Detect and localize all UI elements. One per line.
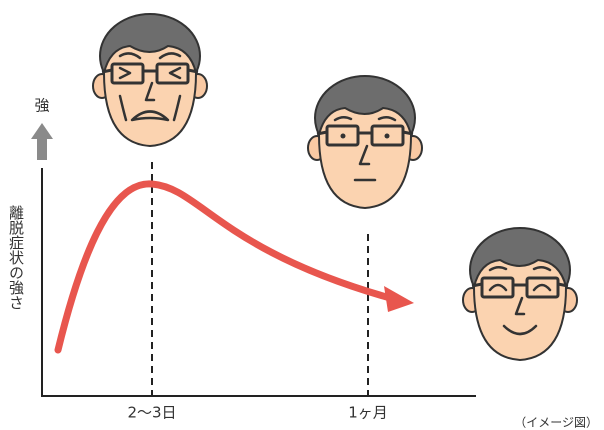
up-arrow	[31, 123, 53, 160]
x-label: 2〜3日	[127, 404, 176, 422]
x-label: 1ヶ月	[348, 404, 388, 422]
trend-curve	[54, 180, 394, 354]
face-happy	[461, 226, 579, 362]
face-distressed	[91, 12, 209, 148]
face-neutral	[306, 74, 424, 210]
note: （イメージ図）	[514, 416, 598, 430]
y-top-label: 強	[34, 97, 49, 115]
trend-arrowhead	[384, 286, 414, 312]
y-axis-label: 離脱症状の強さ	[7, 204, 25, 310]
